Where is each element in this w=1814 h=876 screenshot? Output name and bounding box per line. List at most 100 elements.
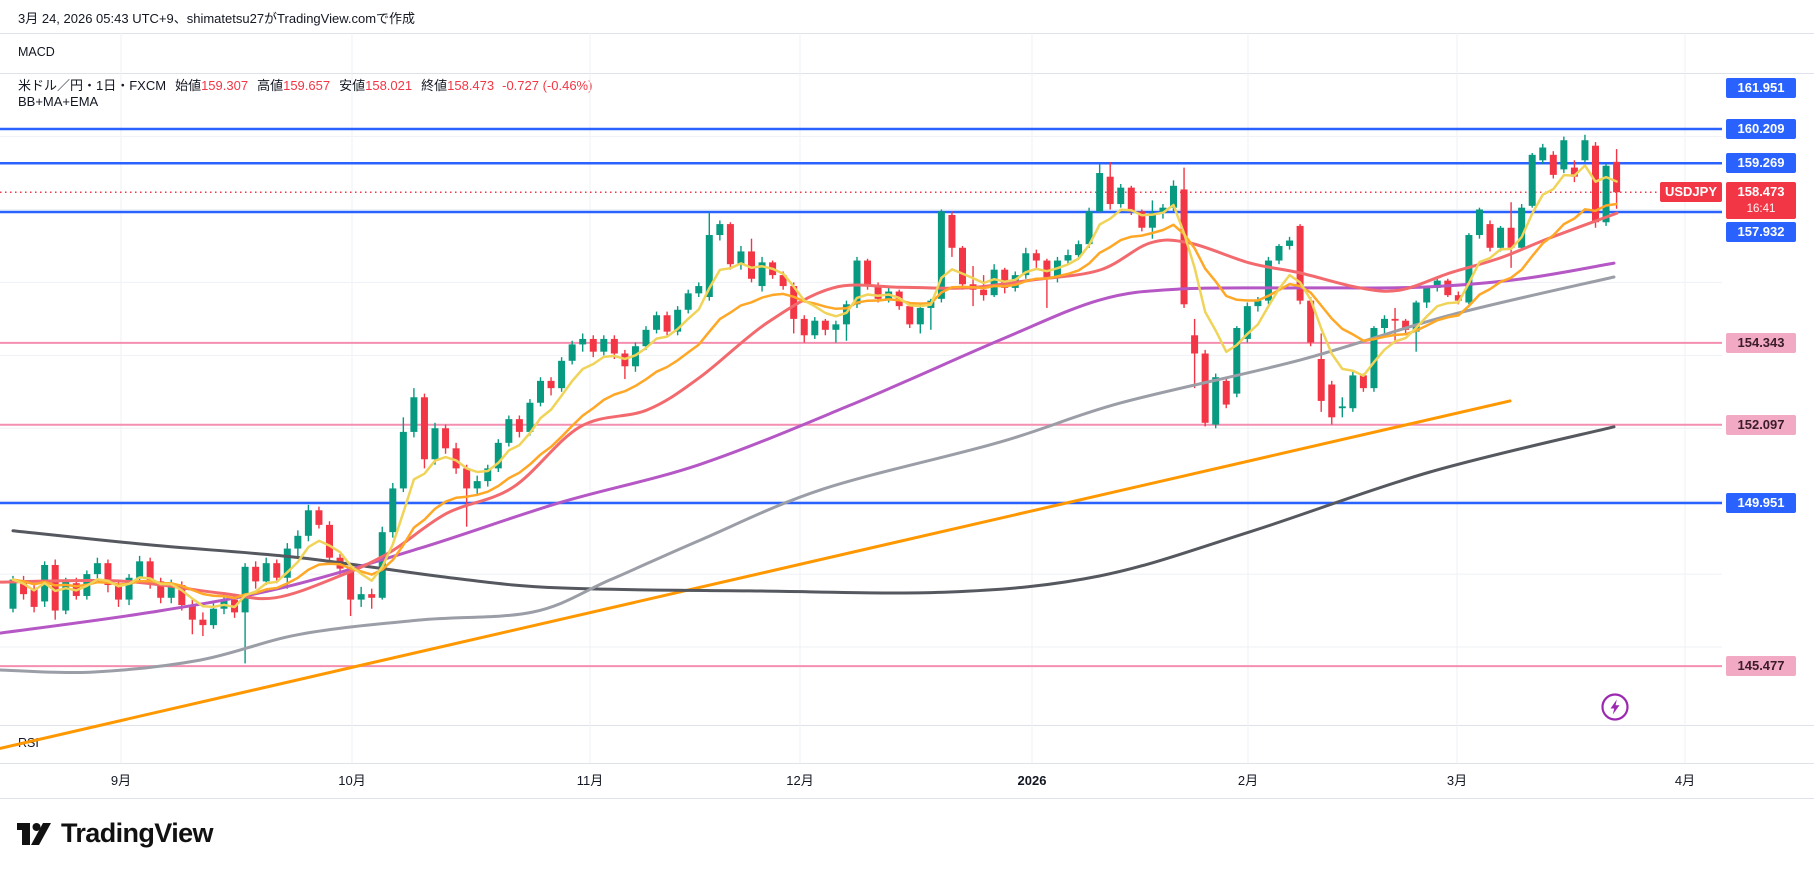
candle <box>473 481 481 489</box>
price-level-badge-154.343[interactable]: 154.343 <box>1726 332 1796 353</box>
candle <box>990 269 998 296</box>
time-axis-label: 2月 <box>1237 773 1259 788</box>
chart-attribution: 3月 24, 2026 05:43 UTC+9、shimatetsu27がTra… <box>18 11 416 26</box>
candle <box>1032 253 1040 261</box>
candle <box>1159 207 1167 214</box>
purple-sma <box>0 261 1616 635</box>
price-level-badge-159.269[interactable]: 159.269 <box>1726 153 1796 174</box>
candle <box>1613 161 1621 193</box>
current-price-badge[interactable]: 158.473 <box>1737 184 1785 200</box>
candle <box>252 566 260 582</box>
candle <box>1528 154 1536 206</box>
candle <box>115 585 122 600</box>
open-label: 始値 <box>175 78 202 93</box>
candle <box>1212 377 1220 425</box>
rsi-pane-bottom-border[interactable] <box>0 763 1814 764</box>
candle <box>695 286 703 294</box>
candle <box>980 289 988 296</box>
price-level-badge-161.951[interactable]: 161.951 <box>1726 78 1796 98</box>
symbol-name-badge[interactable]: USDJPY <box>1660 182 1722 203</box>
price-level-badge-152.097[interactable]: 152.097 <box>1726 414 1796 435</box>
candle <box>1022 253 1030 276</box>
price-level-badge-160.209[interactable]: 160.209 <box>1726 118 1796 139</box>
candle <box>420 397 428 460</box>
candle <box>864 260 872 287</box>
candle <box>1170 185 1177 208</box>
candle <box>663 315 671 332</box>
main-pane-bottom-border[interactable] <box>0 725 1814 726</box>
tradingview-logo[interactable]: TradingView <box>16 818 214 849</box>
candle <box>705 235 713 298</box>
candle <box>1433 280 1441 288</box>
candle <box>674 309 682 332</box>
symbol-price-badge[interactable]: 158.473 16:41 <box>1726 182 1796 220</box>
candle <box>1423 287 1431 303</box>
candle <box>1328 384 1336 418</box>
candle <box>157 581 165 598</box>
candle <box>1560 140 1568 170</box>
candle <box>410 397 418 432</box>
price-level-badge-157.932[interactable]: 157.932 <box>1726 222 1796 242</box>
candle <box>547 380 555 389</box>
candle <box>20 583 28 595</box>
candle <box>262 563 270 582</box>
candle <box>906 306 914 325</box>
candle <box>167 585 175 598</box>
tradingview-logo-text: TradingView <box>61 818 214 848</box>
candle <box>853 260 861 305</box>
candle <box>1043 260 1051 277</box>
candle <box>1539 147 1547 161</box>
candle <box>1148 213 1156 228</box>
candle <box>1518 207 1526 248</box>
red-ema <box>0 211 1619 601</box>
candle <box>146 561 154 582</box>
candle <box>916 307 924 325</box>
time-axis-label: 4月 <box>1674 773 1696 788</box>
close-label: 終値 <box>421 78 448 93</box>
candle <box>294 535 302 549</box>
candle <box>642 329 650 347</box>
candle <box>1444 280 1452 296</box>
candle <box>748 251 755 279</box>
candle <box>30 588 38 607</box>
candle <box>1507 227 1515 248</box>
candle <box>1117 187 1125 205</box>
price-level-badge-145.477[interactable]: 145.477 <box>1726 656 1796 677</box>
yellow-ema <box>11 164 1618 609</box>
candle <box>1402 320 1410 330</box>
candle <box>1592 145 1599 223</box>
candle <box>1359 375 1367 389</box>
bar-countdown: 16:41 <box>1746 203 1776 216</box>
candle <box>1602 165 1610 223</box>
candle <box>1127 187 1135 212</box>
price-level-badge-149.951[interactable]: 149.951 <box>1726 492 1796 513</box>
dark-sma <box>11 425 1616 595</box>
candle <box>315 510 323 525</box>
candle <box>790 286 798 319</box>
candle <box>537 380 544 403</box>
candle <box>368 594 376 598</box>
candle <box>716 224 724 236</box>
time-axis-label: 9月 <box>110 773 132 788</box>
candle <box>1338 406 1346 409</box>
candle <box>357 594 365 600</box>
candle <box>832 324 840 330</box>
candle <box>610 338 618 354</box>
candle <box>1075 244 1083 256</box>
candle <box>494 442 502 469</box>
candle <box>347 568 355 600</box>
candle <box>1106 176 1114 205</box>
candle <box>399 431 407 489</box>
candle <box>442 428 450 449</box>
lightning-icon[interactable] <box>1600 692 1630 722</box>
candle <box>326 524 333 558</box>
candle <box>431 428 439 460</box>
candle <box>1486 224 1494 248</box>
candle <box>1001 269 1009 288</box>
candle <box>104 563 112 586</box>
candle <box>1370 327 1378 389</box>
candle <box>188 605 196 620</box>
candle <box>726 224 734 265</box>
trendline[interactable] <box>0 399 1512 750</box>
